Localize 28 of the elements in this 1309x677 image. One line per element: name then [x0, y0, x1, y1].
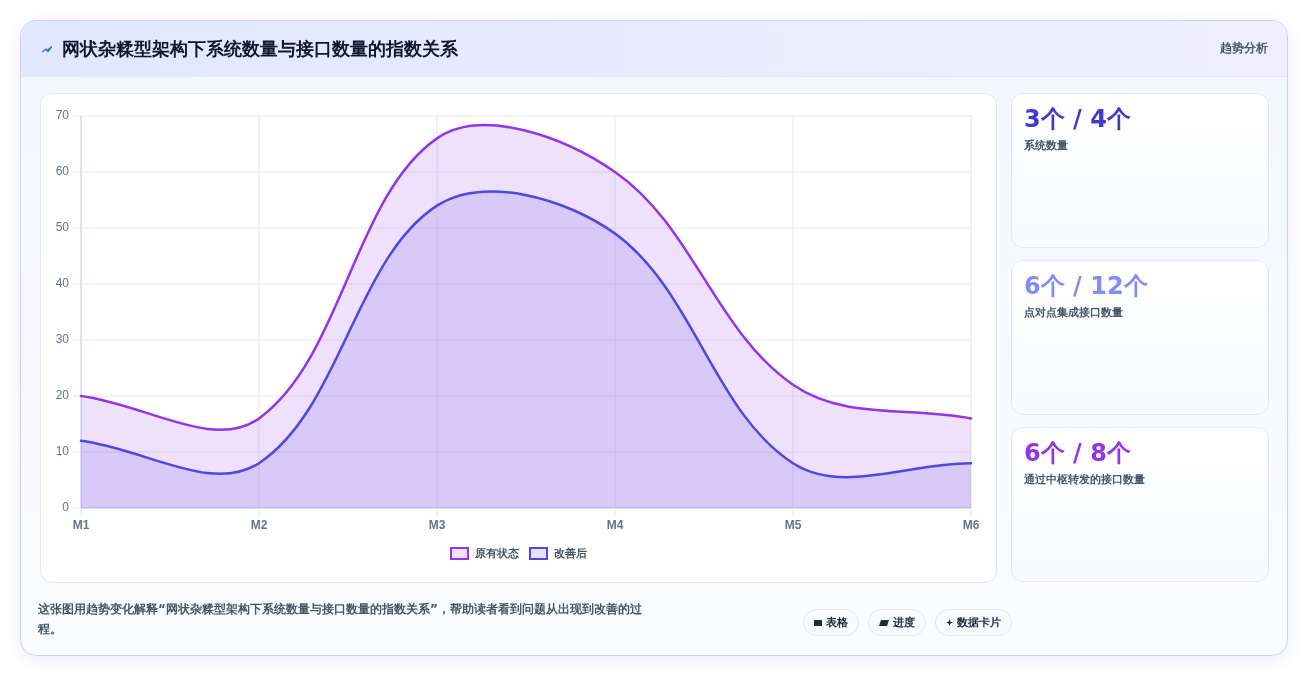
x-tick-label: M4 [606, 518, 624, 533]
pill-button: 进度 [868, 609, 926, 636]
y-tick-label: 40 [55, 276, 70, 291]
y-tick-label: 0 [62, 500, 70, 515]
x-tick-label: M1 [72, 518, 90, 533]
text: 趋势分析 [1220, 40, 1268, 57]
legend-label: 改善后 [554, 546, 587, 561]
text: 6个 / 12个 [1024, 271, 1148, 302]
text: 这张图用趋势变化解释“网状杂糅型架构下系统数量与接口数量的指数关系”，帮助读者看到问题从出现到改善的过程。 [38, 601, 643, 638]
x-tick-label: M3 [428, 518, 446, 533]
pill-button: 表格 [803, 609, 859, 636]
y-tick-label: 60 [55, 164, 70, 179]
y-tick-label: 50 [55, 220, 70, 235]
y-tick-label: 20 [55, 388, 70, 403]
chart-title: 网状杂糅型架构下系统数量与接口数量的指数关系 [62, 37, 458, 61]
text: 3个 / 4个 [1024, 104, 1131, 135]
text: 6个 / 8个 [1024, 438, 1131, 469]
text: 点对点集成接口数量 [1024, 305, 1123, 320]
x-tick-label: M2 [250, 518, 268, 533]
y-tick-label: 70 [55, 108, 70, 123]
text: 通过中枢转发的接口数量 [1024, 472, 1145, 487]
y-tick-label: 30 [55, 332, 70, 347]
pill-button: 数据卡片 [935, 609, 1012, 636]
y-tick-label: 10 [55, 444, 70, 459]
x-tick-label: M6 [962, 518, 980, 533]
x-tick-label: M5 [784, 518, 802, 533]
legend-label: 原有状态 [475, 546, 519, 561]
text: 系统数量 [1024, 138, 1068, 153]
